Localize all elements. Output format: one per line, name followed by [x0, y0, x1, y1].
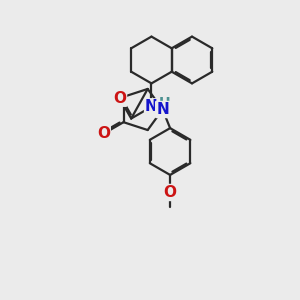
Text: O: O	[113, 91, 126, 106]
Text: N: N	[156, 102, 169, 117]
Text: O: O	[97, 126, 110, 141]
Text: O: O	[164, 185, 177, 200]
Text: N: N	[145, 99, 158, 114]
Text: H: H	[158, 96, 170, 110]
